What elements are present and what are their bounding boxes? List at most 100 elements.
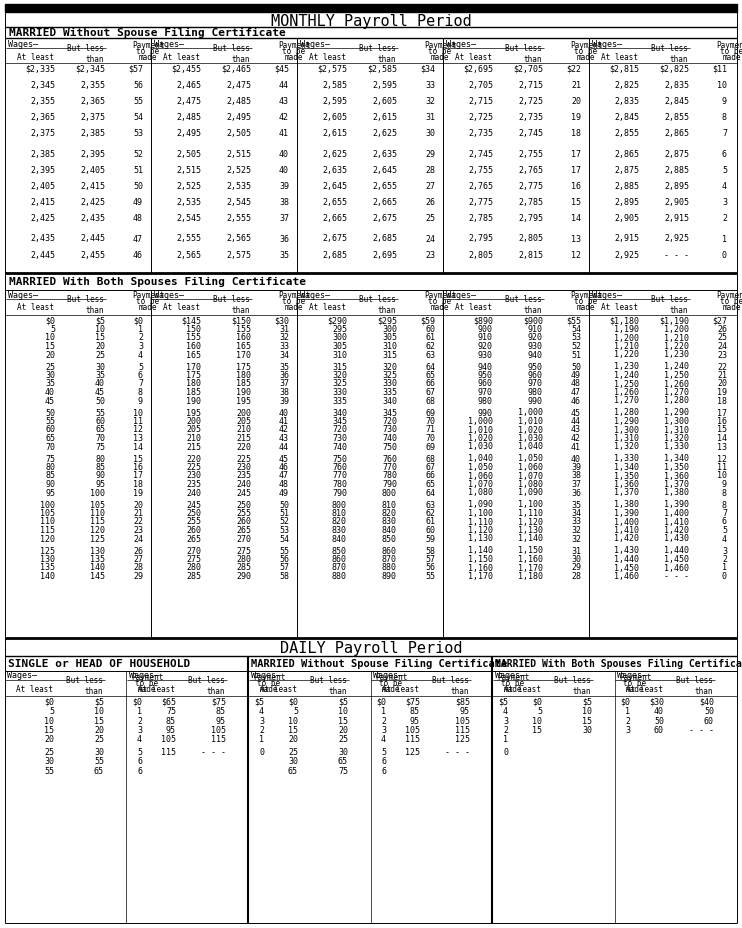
Text: made: made (431, 53, 449, 61)
Text: 67: 67 (425, 462, 435, 471)
Text: 1,260: 1,260 (614, 388, 639, 396)
Text: 320: 320 (382, 362, 397, 371)
Text: But less
than: But less than (359, 45, 396, 64)
Text: 44: 44 (279, 81, 289, 90)
Text: $0: $0 (132, 697, 142, 705)
Text: 39: 39 (279, 182, 289, 190)
Text: 125: 125 (455, 735, 470, 743)
Text: to be: to be (137, 46, 160, 56)
Text: 5: 5 (49, 706, 54, 715)
Text: 2,745: 2,745 (518, 129, 543, 138)
Text: 1,220: 1,220 (614, 350, 639, 359)
Text: 95: 95 (410, 715, 420, 725)
Text: 770: 770 (382, 462, 397, 471)
Text: 220: 220 (186, 454, 201, 463)
Text: 30: 30 (95, 362, 105, 371)
Text: 250: 250 (186, 509, 201, 518)
Text: 1,320: 1,320 (664, 433, 689, 443)
Text: 740: 740 (332, 442, 347, 451)
Text: 64: 64 (425, 362, 435, 371)
Text: 1,250: 1,250 (614, 380, 639, 388)
Text: 64: 64 (425, 488, 435, 497)
Text: 1: 1 (137, 706, 142, 715)
Text: 51: 51 (279, 509, 289, 518)
Text: 17: 17 (571, 149, 581, 159)
Text: 790: 790 (332, 488, 347, 497)
Text: 1,020: 1,020 (468, 433, 493, 443)
Text: 2,795: 2,795 (518, 214, 543, 223)
Text: 720: 720 (332, 425, 347, 434)
Text: 16: 16 (717, 417, 727, 426)
Text: 2,865: 2,865 (664, 129, 689, 138)
Text: 3: 3 (137, 725, 142, 734)
Text: 220: 220 (236, 442, 251, 451)
Text: 67: 67 (425, 388, 435, 396)
Text: 2,925: 2,925 (614, 251, 639, 260)
Text: 285: 285 (236, 563, 251, 572)
Text: 910: 910 (478, 333, 493, 342)
Text: 2,905: 2,905 (664, 198, 689, 207)
Text: 2,625: 2,625 (322, 149, 347, 159)
Text: 38: 38 (279, 198, 289, 207)
Text: made: made (260, 684, 278, 693)
Text: 20: 20 (338, 725, 348, 734)
Text: 35: 35 (45, 380, 55, 388)
Text: 27: 27 (133, 554, 143, 563)
Text: But less
than: But less than (66, 676, 103, 695)
Text: 29: 29 (133, 572, 143, 580)
Text: Payment: Payment (619, 672, 651, 681)
Text: 2: 2 (625, 715, 630, 725)
Text: 20: 20 (95, 342, 105, 351)
Text: 45: 45 (279, 454, 289, 463)
Text: 2,855: 2,855 (664, 113, 689, 122)
Text: 780: 780 (382, 471, 397, 480)
Text: 1,210: 1,210 (614, 342, 639, 351)
Text: 230: 230 (236, 462, 251, 471)
Text: 50: 50 (133, 182, 143, 190)
Text: 33: 33 (571, 517, 581, 526)
Text: made: made (138, 684, 157, 693)
Text: 115: 115 (405, 735, 420, 743)
Text: 24: 24 (717, 342, 727, 351)
Text: 50: 50 (279, 500, 289, 509)
Text: Wages—: Wages— (8, 290, 38, 299)
Text: 1,140: 1,140 (518, 534, 543, 543)
Text: 52: 52 (279, 517, 289, 526)
Text: 36: 36 (571, 488, 581, 497)
Text: 43: 43 (571, 425, 581, 434)
Text: Payment: Payment (716, 291, 742, 300)
Text: Payment: Payment (278, 41, 310, 49)
Text: 56: 56 (279, 554, 289, 563)
Text: But less
than: But less than (67, 45, 104, 64)
Text: 31: 31 (279, 325, 289, 334)
Text: 1,280: 1,280 (664, 396, 689, 405)
Text: 23: 23 (425, 251, 435, 260)
Text: 75: 75 (166, 706, 176, 715)
Text: 53: 53 (133, 129, 143, 138)
Text: 115: 115 (90, 517, 105, 526)
Text: $30: $30 (649, 697, 664, 705)
Text: 66: 66 (425, 471, 435, 480)
Text: 16: 16 (133, 462, 143, 471)
Text: 21: 21 (571, 81, 581, 90)
Text: 2,885: 2,885 (614, 182, 639, 190)
Text: 155: 155 (186, 333, 201, 342)
Text: $295: $295 (377, 316, 397, 325)
Text: 40: 40 (654, 706, 664, 715)
Text: 15: 15 (94, 715, 104, 725)
Text: 2: 2 (137, 715, 142, 725)
Text: 980: 980 (478, 396, 493, 405)
Text: At least: At least (382, 684, 419, 693)
Text: 200: 200 (236, 408, 251, 417)
Text: Payment: Payment (424, 41, 456, 49)
Text: made: made (504, 684, 522, 693)
Text: 2,675: 2,675 (372, 214, 397, 223)
Text: 19: 19 (717, 388, 727, 396)
Text: to be: to be (720, 297, 742, 306)
Text: 2,875: 2,875 (664, 149, 689, 159)
Text: 130: 130 (40, 554, 55, 563)
Text: 10: 10 (717, 471, 727, 480)
Text: 60: 60 (704, 715, 714, 725)
Text: 970: 970 (528, 380, 543, 388)
Text: 175: 175 (236, 362, 251, 371)
